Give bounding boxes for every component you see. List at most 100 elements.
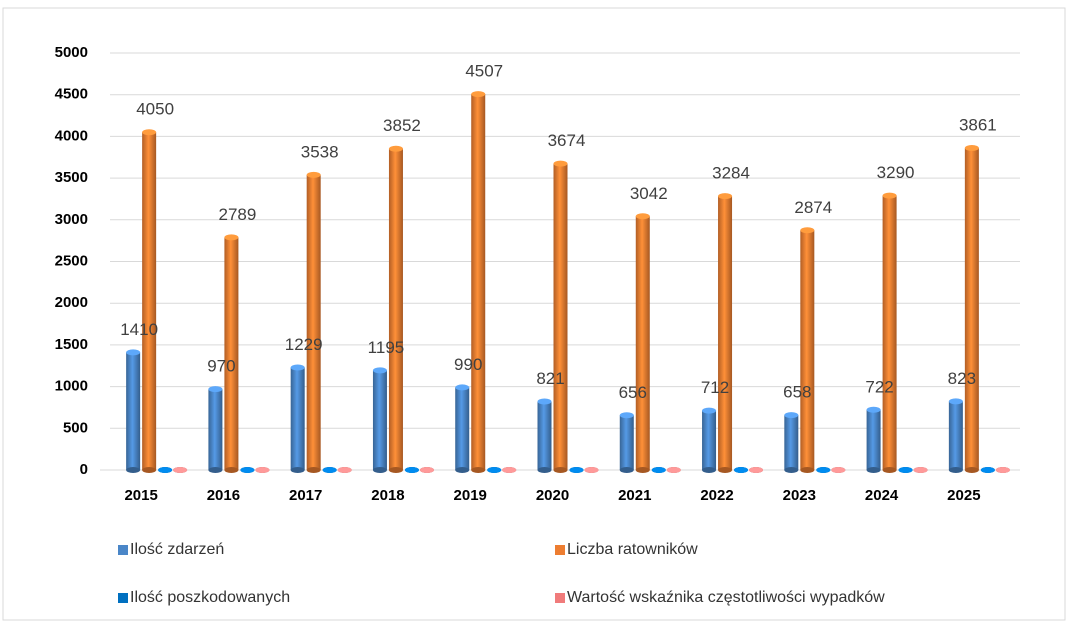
bar-body [784, 415, 799, 470]
y-tick-label: 5000 [55, 44, 88, 61]
x-tick-label: 2017 [289, 487, 322, 504]
bar-body [718, 196, 733, 471]
legend-swatch [555, 545, 565, 555]
bar-top [224, 234, 239, 241]
bar-body [372, 370, 387, 470]
bar-top [913, 467, 928, 473]
data-label: 970 [207, 357, 235, 376]
bar [800, 227, 815, 473]
bar [913, 467, 928, 473]
bar [255, 467, 270, 473]
bar [619, 412, 634, 473]
bar-body [290, 367, 305, 470]
legend-swatch [118, 545, 128, 555]
y-tick-label: 3000 [55, 211, 88, 228]
bar-base [208, 467, 223, 473]
bar-top [240, 467, 255, 473]
bar-top [964, 144, 979, 151]
bar-body [306, 174, 321, 471]
data-label: 3852 [383, 116, 421, 135]
bar [487, 467, 502, 473]
bar-top [666, 467, 681, 473]
bar-top [290, 364, 305, 371]
data-label: 3538 [301, 142, 339, 161]
data-label: 821 [536, 369, 564, 388]
data-label: 712 [701, 378, 729, 397]
bar-base [635, 467, 650, 473]
bar [553, 160, 568, 473]
data-label: 1229 [285, 335, 323, 354]
x-tick-label: 2024 [865, 487, 899, 504]
bar [718, 193, 733, 473]
bar-top [995, 467, 1010, 473]
bar [749, 467, 764, 473]
data-label: 990 [454, 355, 482, 374]
bar [816, 467, 831, 473]
legend-swatch [118, 593, 128, 603]
legend-label: Ilość poszkodowanych [130, 589, 290, 606]
legend-swatch [555, 593, 565, 603]
bar-top [898, 467, 913, 473]
bar [404, 467, 419, 473]
bar-base [537, 467, 552, 473]
bar-base [306, 467, 321, 473]
bar [866, 406, 881, 473]
bar-top [142, 129, 157, 136]
bar-top [487, 467, 502, 473]
bar-top [404, 467, 419, 473]
bar-body [866, 409, 881, 470]
bar-base [800, 467, 815, 473]
bar-base [866, 467, 881, 473]
data-label: 3290 [877, 163, 915, 182]
bar-top [306, 171, 321, 178]
bar [455, 384, 470, 473]
bar-top [255, 467, 270, 473]
bar-base [455, 467, 470, 473]
x-tick-label: 2018 [371, 487, 404, 504]
bar-base [126, 467, 141, 473]
chart-frame [2, 7, 1066, 621]
bar-top [569, 467, 584, 473]
bar-base [619, 467, 634, 473]
bar-base [948, 467, 963, 473]
x-tick-label: 2023 [783, 487, 816, 504]
bar [666, 467, 681, 473]
x-tick-label: 2025 [947, 487, 980, 504]
x-tick-label: 2019 [454, 487, 487, 504]
bar-body [553, 163, 568, 471]
bar [995, 467, 1010, 473]
data-label: 722 [865, 377, 893, 396]
y-tick-label: 1000 [55, 378, 88, 395]
data-label: 656 [619, 383, 647, 402]
bar-top [208, 386, 223, 393]
bar-body [964, 147, 979, 470]
x-tick-label: 2022 [700, 487, 733, 504]
data-label: 1410 [120, 320, 158, 339]
bar [784, 412, 799, 473]
bar [306, 171, 321, 473]
legend-label: Wartość wskaźnika częstotliwości wypadkó… [567, 589, 885, 606]
bar [240, 467, 255, 473]
bar [502, 467, 517, 473]
bar-top [337, 467, 352, 473]
bar-top [749, 467, 764, 473]
bar-body [208, 389, 223, 470]
y-tick-label: 4500 [55, 86, 88, 103]
x-tick-label: 2016 [207, 487, 240, 504]
bar-top [866, 406, 881, 413]
bar-top [702, 407, 717, 414]
legend-label: Ilość zdarzeń [130, 541, 224, 558]
bar-top [619, 412, 634, 419]
bar [471, 91, 486, 473]
data-label: 1195 [368, 338, 405, 357]
y-tick-label: 500 [63, 419, 88, 436]
bar [419, 467, 434, 473]
bar [569, 467, 584, 473]
bar-body [224, 237, 239, 470]
data-label: 823 [948, 369, 976, 388]
bar [651, 467, 666, 473]
data-label: 4507 [465, 62, 503, 81]
bar [948, 398, 963, 473]
bar-base [784, 467, 799, 473]
bar-top [372, 367, 387, 374]
